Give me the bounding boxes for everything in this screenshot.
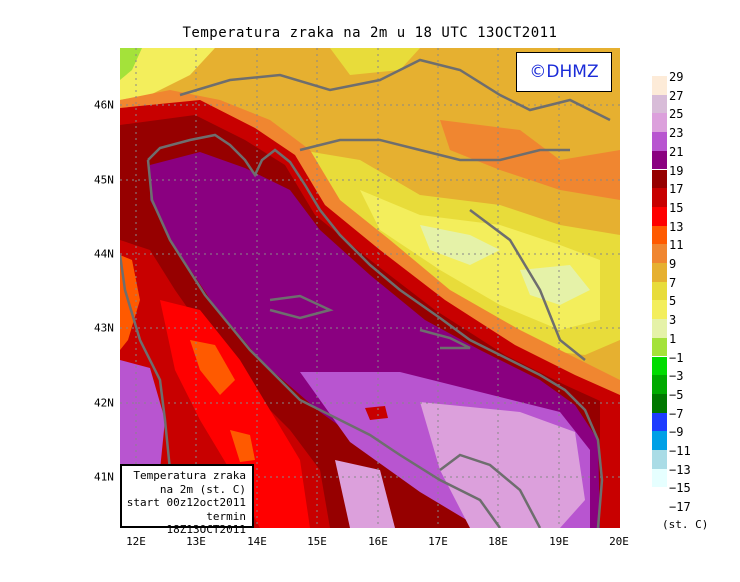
legend-label: 25 <box>669 107 684 122</box>
legend-label: −17 <box>669 500 691 515</box>
legend-label: 11 <box>669 238 684 253</box>
legend-label: 15 <box>669 200 684 215</box>
legend-swatch <box>652 356 667 376</box>
lon-tick-label: 20E <box>609 535 629 548</box>
legend-label: 5 <box>669 294 677 309</box>
legend-label: −5 <box>669 387 684 402</box>
legend-label: 9 <box>669 257 677 271</box>
lat-tick-label: 46N <box>94 98 114 112</box>
legend-swatch <box>652 431 667 450</box>
legend-swatch <box>652 244 667 263</box>
lon-tick-label: 19E <box>549 535 569 548</box>
legend-swatch <box>652 281 667 301</box>
info-line-3: start 00z12oct2011 <box>126 496 246 509</box>
legend-swatch <box>652 76 667 95</box>
legend-label: −1 <box>669 350 684 365</box>
legend-swatch <box>652 188 667 207</box>
lat-tick-label: 44N <box>94 247 114 261</box>
lon-tick-label: 17E <box>428 535 448 548</box>
legend-label: 7 <box>669 275 677 290</box>
info-line-2: na 2m (st. C) <box>159 482 246 496</box>
legend-swatch <box>652 94 667 114</box>
lon-tick-label: 13E <box>186 535 206 548</box>
legend-label: 27 <box>669 88 684 103</box>
legend-swatch <box>652 337 667 357</box>
legend-swatch <box>652 319 667 338</box>
legend-swatch <box>652 206 667 226</box>
legend-unit: (st. C) <box>662 518 709 531</box>
legend-label: 13 <box>669 219 684 234</box>
legend-label: 1 <box>669 331 677 346</box>
legend-label: −15 <box>669 481 691 496</box>
legend-label: −3 <box>669 369 684 384</box>
legend-swatch <box>652 450 667 469</box>
lat-tick-label: 45N <box>94 173 114 187</box>
info-line-4: termin 18Z13OCT2011 <box>166 509 246 537</box>
legend-swatch <box>652 132 667 151</box>
legend-label: −7 <box>669 406 684 421</box>
legend-label: 23 <box>669 126 684 141</box>
legend-label: −11 <box>669 444 691 458</box>
legend-swatch <box>652 113 667 133</box>
legend-label: 21 <box>669 144 684 159</box>
legend-label: −13 <box>669 462 691 477</box>
legend-label: −9 <box>669 425 684 440</box>
lon-tick-label: 18E <box>488 535 508 548</box>
legend-swatch <box>652 169 667 189</box>
lon-tick-label: 14E <box>247 535 267 548</box>
lon-tick-label: 15E <box>307 535 327 548</box>
map-title: Temperatura zraka na 2m u 18 UTC 13OCT20… <box>182 25 558 41</box>
legend-swatch <box>652 225 667 245</box>
lat-tick-label: 42N <box>94 396 114 410</box>
legend-swatch <box>652 263 667 282</box>
temperature-field <box>120 48 620 528</box>
coastlines-borders <box>120 58 611 528</box>
lon-tick-label: 16E <box>368 535 388 548</box>
lat-tick-label: 43N <box>94 321 114 335</box>
legend-swatch <box>652 150 667 170</box>
lon-tick-label: 12E <box>126 535 146 548</box>
legend-label: 3 <box>669 313 677 328</box>
map-info-box: Temperatura zraka na 2m (st. C) start 00… <box>120 464 254 536</box>
temperature-map <box>120 48 620 528</box>
legend-swatch <box>652 375 667 394</box>
legend-swatch <box>652 393 667 413</box>
legend-swatch <box>652 412 667 432</box>
legend-label: 29 <box>669 70 684 84</box>
legend-label: 19 <box>669 163 684 178</box>
info-line-1: Temperatura zraka <box>133 469 246 482</box>
legend-label: 17 <box>669 182 684 197</box>
legend-swatch <box>652 300 667 320</box>
legend-swatch <box>652 468 667 488</box>
lat-tick-label: 41N <box>94 470 114 484</box>
dhmz-logo: ©DHMZ <box>516 52 612 92</box>
